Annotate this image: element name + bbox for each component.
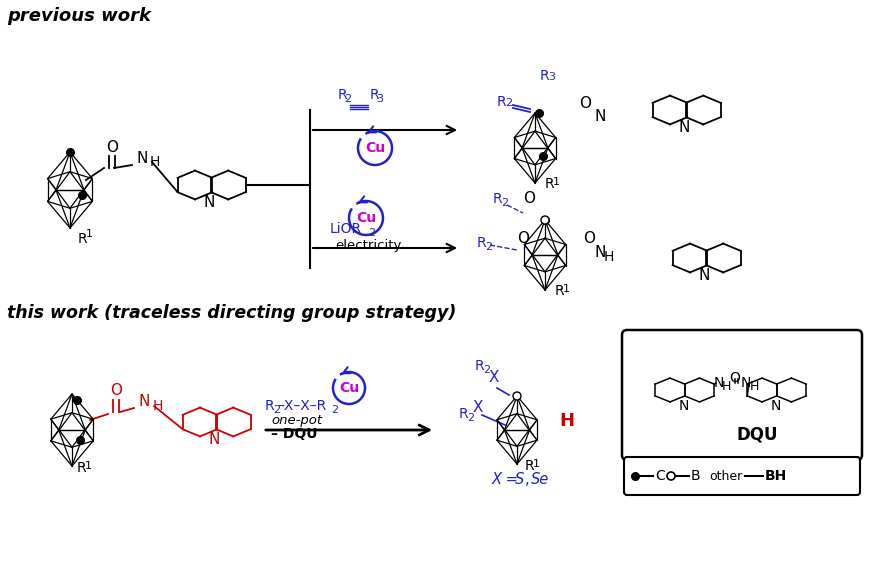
Text: S: S [515, 472, 524, 487]
Text: N: N [137, 150, 148, 166]
Text: 1: 1 [85, 461, 92, 471]
Text: R: R [475, 359, 484, 373]
Text: X: X [473, 400, 483, 415]
Circle shape [667, 472, 675, 480]
Text: 1: 1 [553, 177, 560, 187]
Text: B: B [691, 469, 700, 483]
Text: other: other [709, 469, 742, 482]
Text: 2: 2 [368, 228, 375, 238]
Text: R: R [545, 177, 555, 191]
Text: –X–X–R: –X–X–R [277, 399, 327, 413]
Text: electricity: electricity [335, 239, 402, 252]
Text: Cu: Cu [356, 211, 376, 225]
Text: 2: 2 [505, 98, 512, 108]
Circle shape [541, 216, 549, 224]
Text: N: N [771, 399, 781, 413]
Text: 2: 2 [485, 242, 492, 252]
Text: N: N [138, 394, 150, 410]
Text: H: H [559, 412, 574, 430]
Text: ,: , [525, 472, 534, 487]
Text: N: N [699, 268, 710, 283]
Text: R: R [493, 192, 503, 206]
Text: Se: Se [531, 472, 550, 487]
Text: R: R [338, 88, 348, 102]
Text: R: R [497, 95, 507, 109]
Text: Cu: Cu [339, 381, 359, 395]
Text: N: N [679, 399, 689, 413]
Text: Cu: Cu [365, 141, 385, 155]
Text: X: X [489, 370, 499, 385]
Text: 1: 1 [563, 284, 570, 294]
Text: LiOR: LiOR [330, 222, 362, 236]
Text: R: R [370, 88, 380, 102]
Text: H: H [721, 381, 731, 393]
Text: R: R [77, 461, 86, 475]
Text: N: N [679, 120, 690, 135]
Text: H: H [604, 250, 614, 264]
Text: R: R [459, 407, 469, 421]
Text: R: R [265, 399, 274, 413]
Text: N: N [714, 376, 724, 390]
Text: 3: 3 [376, 94, 383, 104]
Text: O: O [523, 191, 535, 206]
Text: 2: 2 [331, 405, 338, 415]
Text: R: R [540, 69, 550, 83]
FancyBboxPatch shape [624, 457, 860, 495]
Text: H: H [749, 381, 759, 393]
Text: R: R [477, 236, 487, 250]
Text: 2: 2 [467, 413, 474, 423]
Text: previous work: previous work [7, 7, 151, 25]
Text: N: N [741, 376, 751, 390]
Text: X =: X = [492, 472, 523, 487]
Text: N: N [203, 195, 214, 210]
Text: 1: 1 [533, 459, 540, 469]
Text: 2: 2 [501, 198, 508, 208]
Text: H: H [153, 399, 164, 413]
Text: 2: 2 [273, 405, 280, 415]
Text: O: O [730, 371, 740, 385]
Text: BH: BH [765, 469, 787, 483]
Text: O: O [106, 140, 118, 155]
Text: O: O [579, 96, 591, 111]
Text: H: H [150, 155, 160, 169]
Text: 3: 3 [548, 72, 555, 82]
Text: R: R [555, 284, 564, 298]
Text: 2: 2 [483, 365, 490, 375]
Text: O: O [583, 231, 595, 246]
Text: DQU: DQU [736, 425, 778, 443]
Text: C: C [655, 469, 665, 483]
Circle shape [513, 392, 521, 400]
Text: this work (traceless directing group strategy): this work (traceless directing group str… [7, 304, 456, 322]
Text: one-pot: one-pot [271, 414, 322, 427]
Text: N: N [595, 245, 606, 260]
Text: O: O [110, 383, 122, 398]
Text: N: N [208, 432, 219, 447]
Text: 1: 1 [86, 229, 93, 239]
Text: – DQU: – DQU [271, 427, 318, 441]
FancyBboxPatch shape [622, 330, 862, 460]
Text: O: O [517, 231, 529, 246]
Text: R: R [525, 459, 535, 473]
Text: R: R [78, 232, 88, 246]
Text: 2: 2 [344, 94, 351, 104]
Text: N: N [595, 109, 606, 124]
